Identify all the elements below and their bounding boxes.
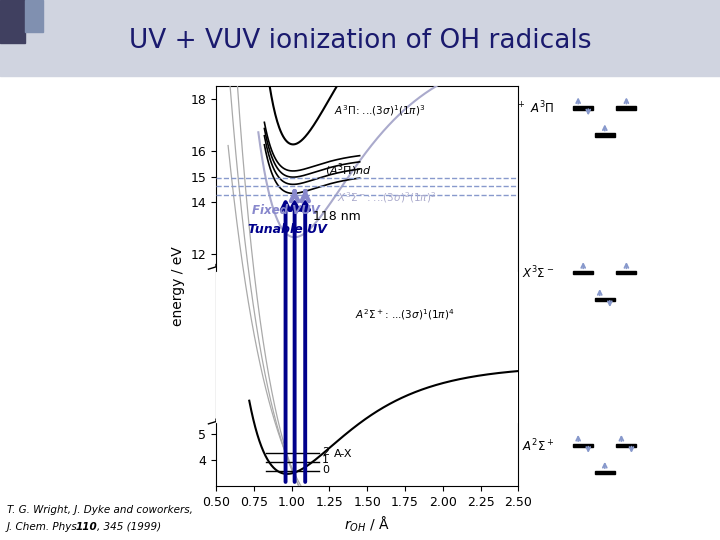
Bar [573, 444, 593, 447]
Text: Tunable UV: Tunable UV [248, 224, 327, 237]
Bar [616, 271, 636, 274]
Bar [0, 0, 720, 76]
Text: 1: 1 [322, 455, 329, 465]
Text: $X^3\Sigma^-$: ...(3$\sigma$)$^2$(1$\pi$)$^2$: $X^3\Sigma^-$: ...(3$\sigma$)$^2$(1$\pi$… [337, 190, 436, 205]
Bar [616, 106, 636, 110]
Text: OH$^+$ $X^3\Sigma^-$: OH$^+$ $X^3\Sigma^-$ [490, 265, 554, 281]
Text: $(A^3\Pi)nd$: $(A^3\Pi)nd$ [325, 161, 372, 179]
Bar [595, 471, 615, 474]
Text: T. G. Wright, J. Dyke and coworkers,: T. G. Wright, J. Dyke and coworkers, [7, 505, 193, 515]
Bar [595, 133, 615, 137]
Bar [616, 444, 636, 447]
Text: 2: 2 [322, 447, 329, 456]
Text: $A^3\Pi$: ...(3$\sigma$)$^1$(1$\pi$)$^3$: $A^3\Pi$: ...(3$\sigma$)$^1$(1$\pi$)$^3$ [334, 104, 426, 118]
Text: 110: 110 [76, 522, 97, 531]
Text: J. Chem. Phys.: J. Chem. Phys. [7, 522, 84, 531]
Bar [25, 0, 43, 32]
Text: 0: 0 [322, 464, 329, 475]
Bar [595, 298, 615, 301]
Y-axis label: energy / eV: energy / eV [171, 246, 185, 326]
Text: UV + VUV ionization of OH radicals: UV + VUV ionization of OH radicals [129, 28, 591, 53]
Text: Fixed VUV: Fixed VUV [252, 204, 320, 217]
Text: A-X: A-X [334, 449, 352, 459]
Text: OH  $A^2\Sigma^+$: OH $A^2\Sigma^+$ [498, 437, 554, 454]
Bar [573, 106, 593, 110]
Bar [573, 271, 593, 274]
Bar [216, 272, 518, 422]
Text: $A^2\Sigma^+$: ...(3$\sigma$)$^1$(1$\pi$)$^4$: $A^2\Sigma^+$: ...(3$\sigma$)$^1$(1$\pi$… [355, 307, 454, 322]
Text: , 345 (1999): , 345 (1999) [97, 522, 161, 531]
Bar [0, 0, 25, 43]
X-axis label: $r_{OH}$ / Å: $r_{OH}$ / Å [344, 514, 390, 534]
Text: 118 nm: 118 nm [312, 211, 361, 224]
Text: OH$^+$ $A^3\Pi$: OH$^+$ $A^3\Pi$ [498, 100, 554, 116]
